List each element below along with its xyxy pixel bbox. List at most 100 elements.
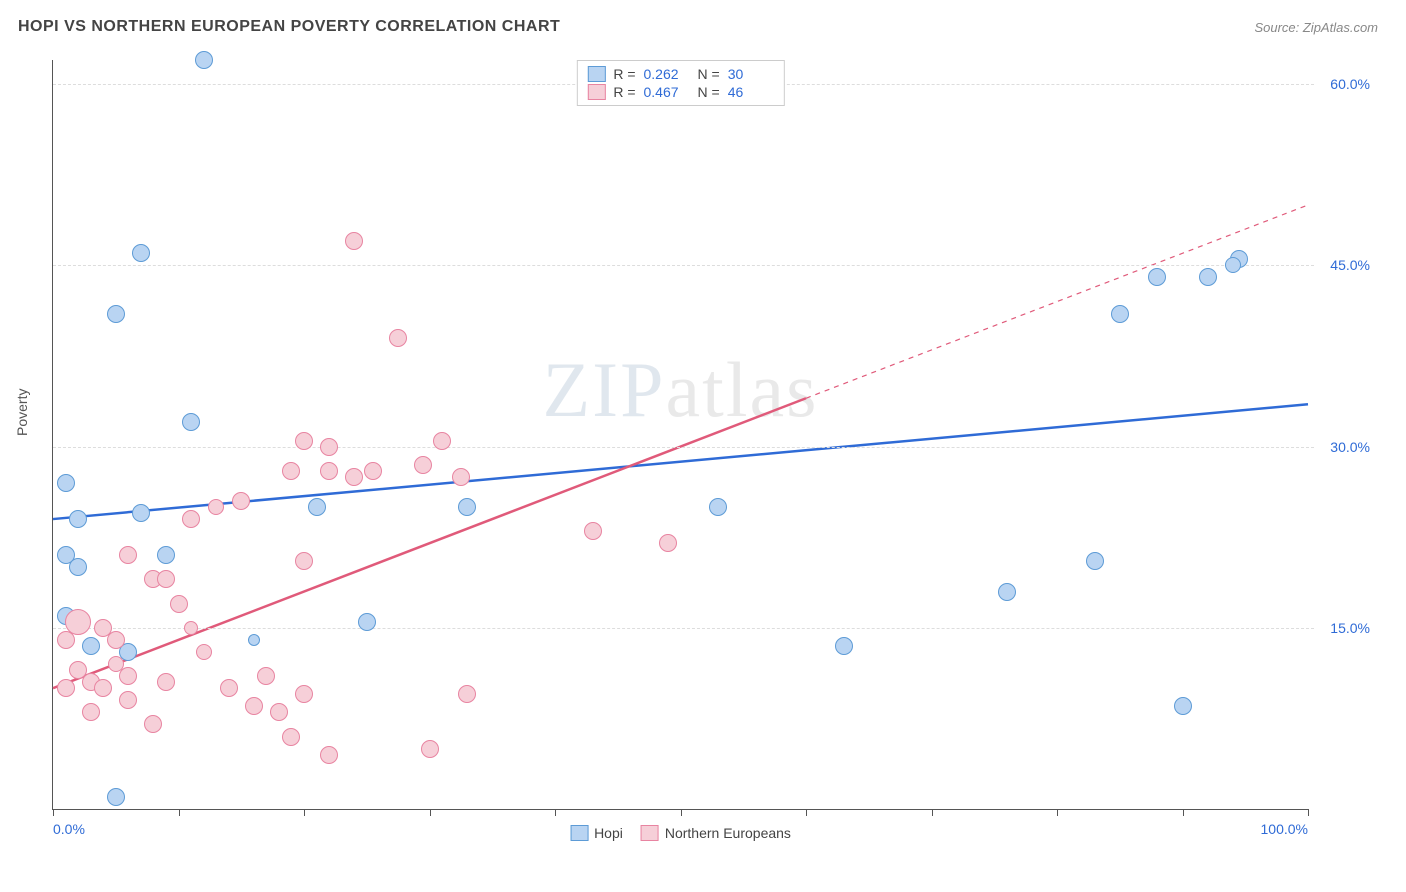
data-point [364, 462, 382, 480]
data-point [1148, 268, 1166, 286]
x-tick [53, 809, 54, 816]
data-point [119, 691, 137, 709]
y-tick-label: 15.0% [1330, 620, 1370, 636]
x-tick [555, 809, 556, 816]
data-point [389, 329, 407, 347]
watermark: ZIPatlas [543, 345, 819, 435]
x-tick [806, 809, 807, 816]
data-point [282, 728, 300, 746]
x-tick [430, 809, 431, 816]
data-point [295, 432, 313, 450]
data-point [835, 637, 853, 655]
chart-title: HOPI VS NORTHERN EUROPEAN POVERTY CORREL… [18, 18, 560, 36]
trend-lines [53, 60, 1308, 809]
data-point [82, 637, 100, 655]
x-tick [932, 809, 933, 816]
n-value: 30 [728, 66, 774, 82]
data-point [170, 595, 188, 613]
legend-stats: R =0.262N =30R =0.467N =46 [576, 60, 784, 106]
x-tick [1183, 809, 1184, 816]
data-point [1111, 305, 1129, 323]
data-point [421, 740, 439, 758]
data-point [1199, 268, 1217, 286]
data-point [659, 534, 677, 552]
data-point [458, 498, 476, 516]
data-point [196, 644, 212, 660]
data-point [57, 631, 75, 649]
data-point [107, 788, 125, 806]
data-point [107, 631, 125, 649]
data-point [345, 232, 363, 250]
x-tick [1057, 809, 1058, 816]
legend-stats-row: R =0.467N =46 [587, 83, 773, 101]
plot-area: ZIPatlas R =0.262N =30R =0.467N =46 Hopi… [52, 60, 1308, 810]
data-point [433, 432, 451, 450]
data-point [119, 546, 137, 564]
r-value: 0.262 [644, 66, 690, 82]
data-point [108, 656, 124, 672]
watermark-part2: atlas [666, 346, 819, 433]
data-point [182, 510, 200, 528]
data-point [144, 715, 162, 733]
data-point [232, 492, 250, 510]
legend-label: Northern Europeans [665, 825, 791, 841]
data-point [220, 679, 238, 697]
legend-swatch [570, 825, 588, 841]
y-tick-label: 30.0% [1330, 439, 1370, 455]
data-point [320, 462, 338, 480]
data-point [157, 570, 175, 588]
data-point [107, 305, 125, 323]
data-point [69, 558, 87, 576]
data-point [257, 667, 275, 685]
data-point [69, 510, 87, 528]
legend-item: Northern Europeans [641, 825, 791, 841]
y-tick-label: 45.0% [1330, 257, 1370, 273]
data-point [208, 499, 224, 515]
data-point [452, 468, 470, 486]
data-point [119, 667, 137, 685]
data-point [1174, 697, 1192, 715]
gridline [53, 447, 1314, 448]
data-point [282, 462, 300, 480]
data-point [414, 456, 432, 474]
gridline [53, 628, 1314, 629]
y-axis-title: Poverty [14, 389, 30, 436]
data-point [157, 673, 175, 691]
legend-swatch [587, 66, 605, 82]
data-point [458, 685, 476, 703]
x-tick [1308, 809, 1309, 816]
data-point [182, 413, 200, 431]
x-tick-label: 0.0% [53, 821, 85, 837]
legend-item: Hopi [570, 825, 623, 841]
data-point [295, 552, 313, 570]
legend-series: Hopi Northern Europeans [570, 825, 791, 841]
data-point [270, 703, 288, 721]
data-point [584, 522, 602, 540]
x-tick-label: 100.0% [1261, 821, 1308, 837]
chart-container: Poverty ZIPatlas R =0.262N =30R =0.467N … [18, 50, 1378, 862]
legend-swatch [587, 84, 605, 100]
legend-label: Hopi [594, 825, 623, 841]
data-point [248, 634, 260, 646]
data-point [308, 498, 326, 516]
data-point [195, 51, 213, 69]
data-point [57, 679, 75, 697]
n-value: 46 [728, 84, 774, 100]
r-label: R = [613, 84, 635, 100]
data-point [998, 583, 1016, 601]
x-tick [179, 809, 180, 816]
data-point [245, 697, 263, 715]
n-label: N = [698, 66, 720, 82]
y-tick-label: 60.0% [1330, 76, 1370, 92]
r-label: R = [613, 66, 635, 82]
data-point [132, 504, 150, 522]
legend-swatch [641, 825, 659, 841]
data-point [320, 438, 338, 456]
source-label: Source: ZipAtlas.com [1254, 20, 1378, 35]
data-point [57, 474, 75, 492]
data-point [82, 703, 100, 721]
data-point [184, 621, 198, 635]
r-value: 0.467 [644, 84, 690, 100]
data-point [132, 244, 150, 262]
data-point [295, 685, 313, 703]
